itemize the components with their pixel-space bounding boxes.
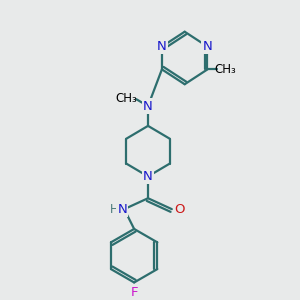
Text: F: F	[130, 286, 138, 299]
Text: O: O	[175, 202, 185, 216]
Text: CH₃: CH₃	[115, 92, 137, 105]
Text: N: N	[143, 100, 153, 112]
Text: N: N	[202, 40, 212, 53]
Text: N: N	[157, 40, 167, 53]
Text: N: N	[143, 170, 153, 183]
Text: H: H	[110, 202, 119, 216]
Text: CH₃: CH₃	[214, 63, 236, 76]
Text: N: N	[117, 202, 127, 216]
